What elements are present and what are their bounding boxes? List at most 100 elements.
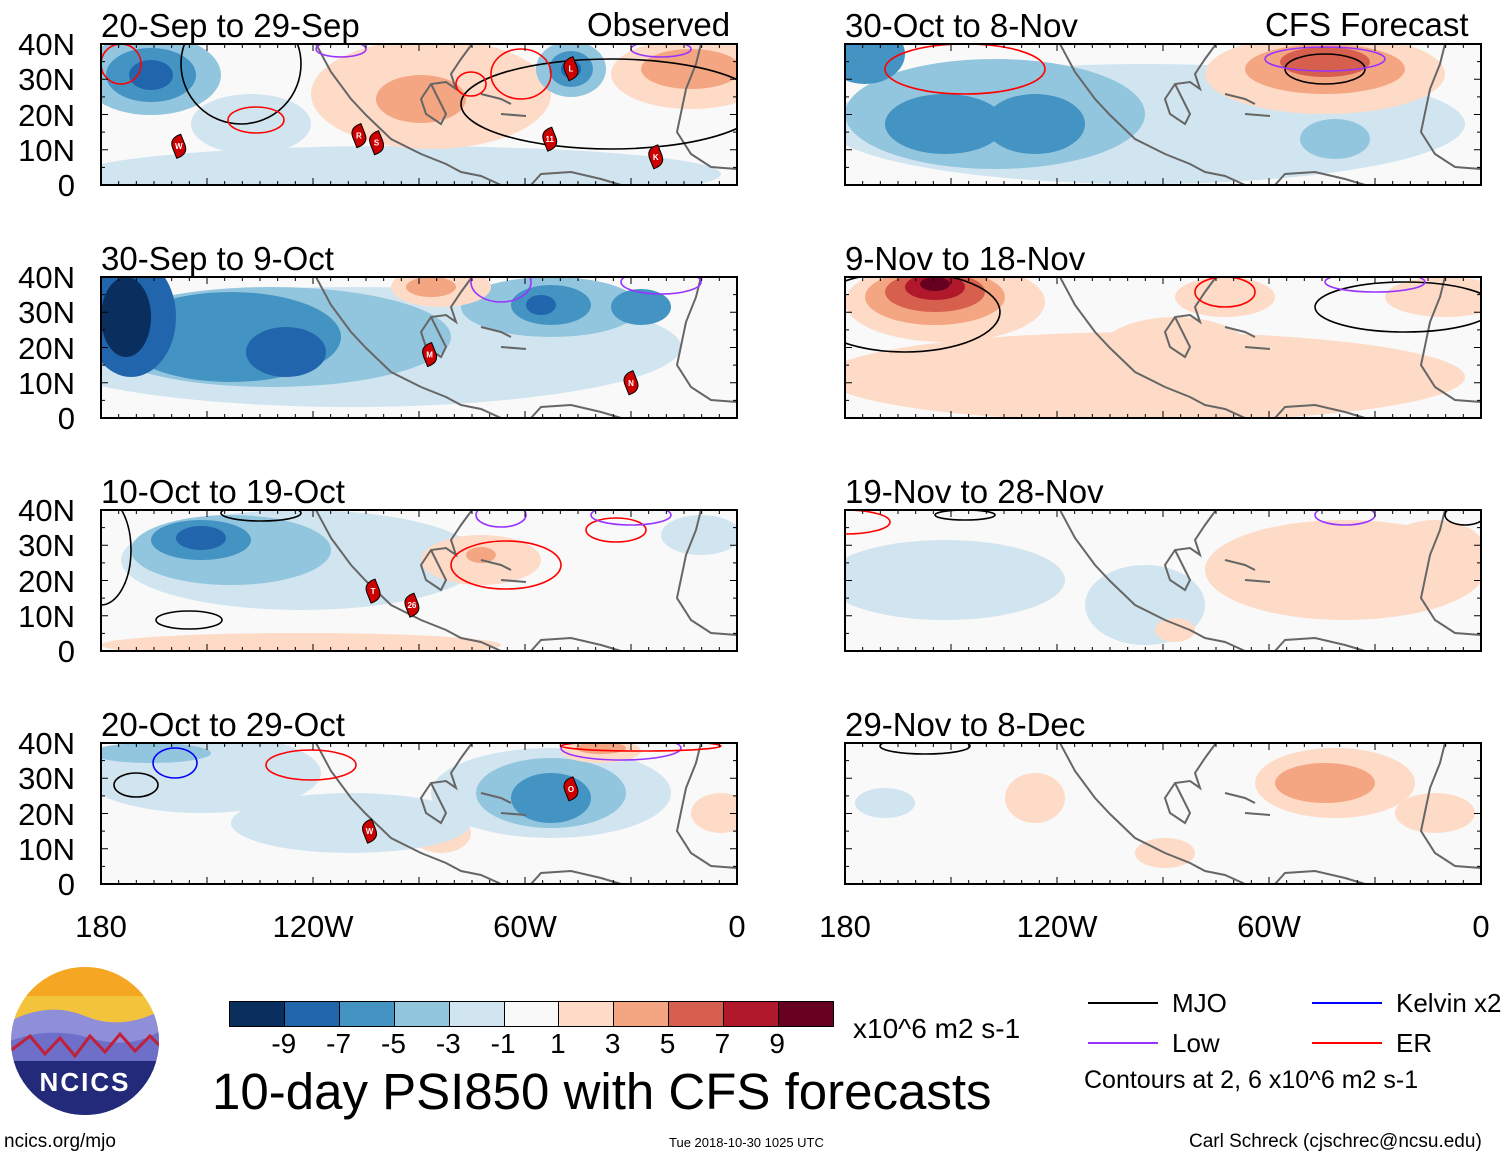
mjo-legend-label: MJO	[1172, 988, 1227, 1018]
colorbar-swatch	[394, 1002, 450, 1026]
storm-label: M	[426, 351, 433, 360]
storm-marker: M	[422, 341, 438, 368]
panel-title: 20-Sep to 29-Sep	[101, 7, 360, 44]
mjo-contour	[1314, 281, 1481, 333]
storm-marker: R	[351, 123, 367, 149]
anomaly-region	[1395, 793, 1475, 833]
low-legend-label: Low	[1172, 1028, 1220, 1058]
lat-label: 20N	[18, 796, 75, 832]
coastline	[1059, 44, 1481, 185]
storm-marker: N	[623, 370, 639, 396]
mjo-contour	[220, 510, 302, 522]
anomaly-region	[985, 94, 1085, 154]
colorbar-tick: 5	[659, 1028, 676, 1059]
colorbar-tick: -7	[326, 1028, 352, 1059]
lat-label: 40N	[18, 726, 75, 761]
anomaly-region	[101, 146, 721, 185]
colorbar-tick: 1	[550, 1028, 566, 1059]
storm-label: O	[568, 785, 574, 794]
mjo-legend-line	[1088, 1002, 1158, 1004]
lat-label: 0	[57, 401, 75, 436]
low-contour	[470, 277, 532, 303]
mjo-contour	[1444, 510, 1481, 526]
footer-url[interactable]: ncics.org/mjo	[4, 1131, 116, 1152]
colorbar-swatch	[230, 1002, 285, 1026]
anomaly-region	[406, 277, 456, 297]
lat-label: 0	[57, 634, 75, 669]
anomaly-region	[1300, 119, 1370, 159]
low-contour	[620, 277, 702, 295]
lat-label: 20N	[18, 97, 75, 133]
anomaly-region	[1280, 47, 1370, 77]
colorbar-swatch	[504, 1002, 560, 1026]
map-panel	[844, 43, 1482, 186]
lon-label: 120W	[1016, 909, 1098, 944]
low-contour	[560, 743, 682, 761]
observed-label: Observed	[587, 6, 731, 43]
kelvin-contour	[152, 747, 198, 779]
storm-label: K	[653, 153, 659, 162]
lat-label: 40N	[18, 27, 75, 62]
colorbar-tick: 7	[714, 1028, 731, 1059]
storm-label: L	[568, 65, 573, 74]
lon-label: 180	[75, 909, 127, 944]
anomaly-region	[1155, 618, 1195, 642]
low-legend-line	[1088, 1042, 1158, 1044]
forecast-label: CFS Forecast	[1265, 6, 1469, 43]
storm-marker: T	[365, 578, 381, 604]
colorbar-units: x10^6 m2 s-1	[853, 1013, 1021, 1044]
coastline	[1059, 277, 1481, 418]
legend-note: Contours at 2, 6 x10^6 m2 s-1	[1084, 1066, 1419, 1094]
mjo-contour	[934, 510, 996, 521]
lon-label: 60W	[1237, 909, 1301, 944]
kelvin-legend-label: Kelvin x2	[1396, 988, 1502, 1018]
anomaly-region	[1005, 773, 1065, 823]
storm-label: W	[175, 142, 183, 151]
panel-title: 20-Oct to 29-Oct	[101, 706, 345, 743]
er-contour	[884, 44, 1046, 95]
colorbar-tick: -3	[435, 1028, 461, 1059]
map-panel	[844, 742, 1482, 885]
anomaly-region	[191, 94, 311, 154]
colorbar-swatch	[284, 1002, 340, 1026]
coastline	[315, 44, 737, 185]
low-contour	[590, 510, 672, 526]
storm-label: S	[374, 139, 380, 148]
anomaly-region	[1385, 520, 1481, 580]
lat-label: 0	[57, 168, 75, 203]
coastline	[315, 743, 737, 884]
er-contour	[1194, 277, 1256, 308]
lat-label: 30N	[18, 295, 75, 331]
er-contour	[227, 106, 285, 134]
lat-label: 20N	[18, 330, 75, 366]
coastline	[315, 510, 737, 651]
er-contour	[101, 44, 142, 85]
lat-label: 30N	[18, 528, 75, 564]
er-contour	[265, 749, 357, 781]
lat-label: 10N	[18, 598, 75, 634]
colorbar-swatch	[559, 1002, 615, 1026]
storm-marker: 26	[404, 592, 420, 618]
logo-text: NCICS	[40, 1067, 131, 1097]
anomaly-region	[101, 633, 501, 651]
lat-label: 30N	[18, 62, 75, 98]
panel-title: 29-Nov to 8-Dec	[845, 706, 1086, 743]
lat-label: 40N	[18, 260, 75, 295]
anomaly-region	[885, 94, 1005, 154]
colorbar-swatch	[614, 1002, 670, 1026]
colorbar-swatch	[779, 1002, 833, 1026]
kelvin-legend-line	[1312, 1002, 1382, 1004]
storm-marker: K	[648, 144, 664, 170]
footer-timestamp: Tue 2018-10-30 1025 UTC	[669, 1135, 824, 1150]
mjo-contour	[155, 610, 223, 630]
colorbar-swatch	[724, 1002, 780, 1026]
panel-title: 30-Sep to 9-Oct	[101, 240, 334, 277]
lat-label: 10N	[18, 132, 75, 168]
map-panel: MN	[100, 276, 738, 419]
map-panel: W R S 11 K L	[100, 43, 738, 186]
anomaly-region	[1385, 277, 1481, 317]
lat-label: 40N	[18, 493, 75, 528]
er-legend-label: ER	[1396, 1028, 1433, 1058]
anomaly-region	[1275, 763, 1375, 803]
colorbar-swatch	[669, 1002, 725, 1026]
